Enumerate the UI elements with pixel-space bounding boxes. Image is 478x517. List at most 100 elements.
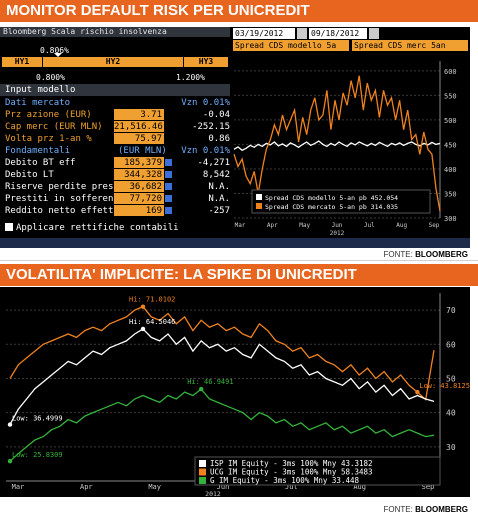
chart1-ytick-label: 350 xyxy=(444,190,457,198)
chart2-legend-box xyxy=(194,456,441,486)
panel1-banner: MONITOR DEFAULT RISK PER UNICREDIT xyxy=(0,0,478,22)
row-change: N.A. xyxy=(208,182,230,192)
chart2-annotation-label: Low: 25.8309 xyxy=(12,451,63,459)
chart2-annotation-marker xyxy=(140,304,146,309)
chart2-annotation-label: Low: 43.8125 xyxy=(419,382,470,390)
dropdown-market[interactable]: Spread CDS merc 5an xyxy=(352,40,468,51)
section-fund-unit: (EUR MLN) xyxy=(118,146,167,156)
calendar-icon[interactable] xyxy=(369,28,379,39)
scale-high-label: 1.200% xyxy=(176,73,205,82)
row-label: Reddito netto effettivo xyxy=(5,206,130,216)
row-value-field[interactable]: 344,328 xyxy=(114,169,164,180)
row-change: -4,271 xyxy=(197,158,230,168)
row-value-field[interactable]: 36,682 xyxy=(114,181,164,192)
row-value-field[interactable]: 169 xyxy=(114,205,164,216)
panel-divider xyxy=(0,260,478,261)
default-risk-terminal: Bloomberg Scala rischio insolvenza 0.806… xyxy=(0,27,470,238)
chart2-annotation-label: Low: 36.4999 xyxy=(12,415,63,423)
section-fund-label: Fondamentali xyxy=(5,146,71,156)
checkbox-icon[interactable] xyxy=(5,223,13,231)
chart1-ytick-label: 400 xyxy=(444,166,457,174)
panel1-footer-bar xyxy=(0,238,470,248)
chart2-xtick-label: Aug xyxy=(353,483,366,491)
row-value-field[interactable]: 185,379 xyxy=(114,157,164,168)
row-change: -0.04 xyxy=(202,110,230,120)
chart2-series-line xyxy=(9,388,435,462)
chart2-series-line xyxy=(9,305,435,401)
row-label: Debito BT eff xyxy=(5,158,76,168)
chart1-ytick-label: 550 xyxy=(444,92,457,100)
edit-icon[interactable] xyxy=(165,195,172,202)
table-row: Reddito netto effettivo 169 -257 xyxy=(0,205,230,217)
scale-low-label: 0.800% xyxy=(36,73,65,82)
edit-icon[interactable] xyxy=(165,159,172,166)
adjust-row[interactable]: Applicare rettifiche contabili xyxy=(0,222,230,234)
section-market: Dati mercato Vzn 0.01% xyxy=(0,97,230,109)
chart2-legend-swatch xyxy=(199,477,206,484)
row-label: Debito LT xyxy=(5,170,54,180)
chart2-annotation-marker xyxy=(415,389,420,395)
row-change: N.A. xyxy=(208,194,230,204)
chart2-xtick-label: Mar xyxy=(12,483,25,491)
chart2-legend-label: ISP IM Equity - 3ms 100% Mny 43.3182 xyxy=(210,459,373,468)
table-row: Volta prz 1-an % 75.97 0.86 xyxy=(0,133,230,145)
chart2-legend-label: UCG IM Equity - 3ms 100% Mny 58.3483 xyxy=(210,468,373,477)
table-row: Debito BT eff 185,379 -4,271 xyxy=(0,157,230,169)
chart1-legend-label: Spread CDS mercato 5-an pb 314.035 xyxy=(265,203,398,211)
row-label: Cap merc (EUR MLN) xyxy=(5,122,103,132)
row-label: Prz azione (EUR) xyxy=(5,110,92,120)
date-to-field[interactable]: 09/18/2012 xyxy=(309,28,367,39)
implied-volatility-chart: 30 40 50 60 70 Mar Apr May Jun Jul Aug Sep 2012 Hi: 7… xyxy=(0,287,470,497)
chart2-xtick-label: Apr xyxy=(80,483,93,491)
table-row: Cap merc (EUR MLN) 21,516.46 -252.15 xyxy=(0,121,230,133)
chart1-ytick-label: 300 xyxy=(444,215,457,223)
input-model-title: Input modello xyxy=(5,85,76,95)
chart2-annotation-label: Hi: 71.0102 xyxy=(129,296,175,304)
chart1-xtick-label: Sep xyxy=(429,222,440,229)
table-row: Debito LT 344,328 8,542 xyxy=(0,169,230,181)
chart2-xtick-label: May xyxy=(148,483,161,491)
row-label: Riserve perdite prest xyxy=(5,182,119,192)
chart2-xtick-label: Sep xyxy=(422,483,435,491)
row-change: -257 xyxy=(208,206,230,216)
chart1-legend-label: Spread CDS modello 5-an pb 452.054 xyxy=(265,194,398,202)
chart1-legend-box xyxy=(251,189,431,214)
chart1-xtick-label: Jul xyxy=(364,222,375,229)
dropdown-model[interactable]: Spread CDS modello 5a xyxy=(233,40,349,51)
hy3-band: HY3 xyxy=(184,57,228,67)
chart1-series-line xyxy=(233,75,441,212)
row-label: Volta prz 1-an % xyxy=(5,134,92,144)
chart2-legend-swatch xyxy=(199,468,206,476)
chart1-xtick-label: Apr xyxy=(267,222,278,229)
chart1-ytick-label: 450 xyxy=(444,141,457,149)
table-row: Riserve perdite prest 36,682 N.A. xyxy=(0,181,230,193)
adjust-label: Applicare rettifiche contabili xyxy=(16,223,179,233)
scale-top-label: 0.806% xyxy=(40,46,69,55)
row-value-field[interactable]: 21,516.46 xyxy=(114,121,164,132)
row-value-field[interactable]: 3.71 xyxy=(114,109,164,120)
row-change: 0.86 xyxy=(208,134,230,144)
chart1-legend-swatch xyxy=(256,203,262,209)
chart2-ytick-label: 30 xyxy=(446,443,456,452)
chart2-xtick-label: Jun xyxy=(217,483,230,491)
chart2-annotation-marker xyxy=(199,386,204,392)
edit-icon[interactable] xyxy=(165,207,172,214)
date-from-field[interactable]: 03/19/2012 xyxy=(233,28,295,39)
chart1-year-label: 2012 xyxy=(330,230,345,237)
chart1-ytick-label: 600 xyxy=(444,68,457,76)
chart2-annotation-marker xyxy=(140,326,146,332)
panel2-banner: VOLATILITA' IMPLICITE: LA SPIKE DI UNICR… xyxy=(0,264,478,286)
row-value-field[interactable]: 77,720 xyxy=(114,193,164,204)
chart2-legend-label: G IM Equity - 3ms 100% Mny 33.448 xyxy=(210,476,359,485)
row-change: 8,542 xyxy=(202,170,230,180)
chart2-ytick-label: 70 xyxy=(446,306,456,315)
row-value-field[interactable]: 75.97 xyxy=(114,133,164,144)
edit-icon[interactable] xyxy=(165,171,172,178)
edit-icon[interactable] xyxy=(165,183,172,190)
chart1-xtick-label: Jun xyxy=(332,222,343,229)
chart1-xtick-label: May xyxy=(299,222,310,229)
chart1-legend-swatch xyxy=(256,194,262,200)
section-fund-right: Vzn 0.01% xyxy=(181,146,230,156)
section-fund: Fondamentali (EUR MLN) Vzn 0.01% xyxy=(0,145,230,157)
chart2-xtick-label: Jul xyxy=(285,483,298,491)
